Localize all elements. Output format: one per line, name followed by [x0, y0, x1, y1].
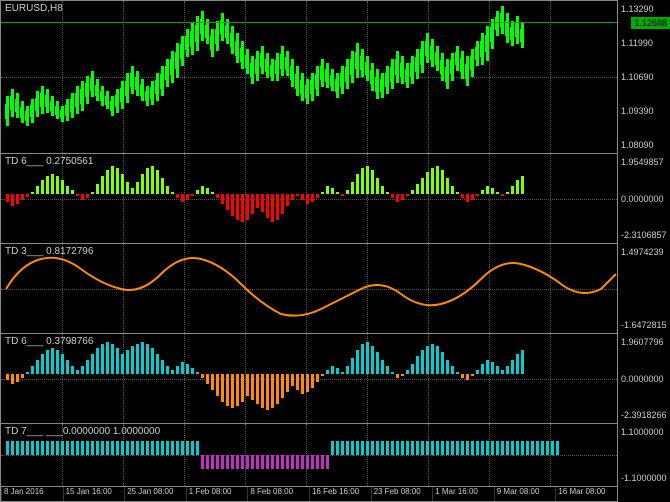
time-tick: 8 Feb 08:00 [247, 487, 309, 501]
td6a-label: TD 6___ 0.2750561 [5, 156, 93, 167]
time-tick: 15 Jan 16:00 [63, 487, 125, 501]
time-axis: 8 Jan 201615 Jan 16:0025 Jan 08:001 Feb … [0, 486, 618, 502]
time-tick: 8 Jan 2016 [1, 487, 63, 501]
td7-panel[interactable]: TD 7___ ___0.0000000 1.0000000 1.1000000… [0, 423, 618, 487]
time-tick: 16 Mar 08:00 [555, 487, 617, 501]
price-panel[interactable]: EURUSD,H8 1.13290 1.11990 1.10690 1.0939… [0, 0, 618, 154]
td6a-yaxis: 1.9549857 0.0000000 -2.3106857 [619, 154, 669, 243]
symbol-label: EURUSD,H8 [5, 3, 63, 14]
time-tick: 23 Feb 08:00 [371, 487, 433, 501]
td6b-label: TD 6___ 0.3798766 [5, 336, 93, 347]
td6a-panel[interactable]: TD 6___ 0.2750561 1.9549857 0.0000000 -2… [0, 153, 618, 244]
td3-label: TD 3___ 0.8172796 [5, 246, 93, 257]
td7-label: TD 7___ ___0.0000000 1.0000000 [5, 426, 160, 437]
td6b-yaxis: 1.9607796 0.0000000 -2.3918266 [619, 334, 669, 423]
time-tick: 25 Jan 08:00 [124, 487, 186, 501]
chart-container: EURUSD,H8 1.13290 1.11990 1.10690 1.0939… [0, 0, 670, 502]
time-tick: 16 Feb 16:00 [309, 487, 371, 501]
td3-line [1, 244, 617, 333]
time-tick: 1 Feb 08:00 [186, 487, 248, 501]
td3-yaxis: 1.4974239 -1.6472815 [619, 244, 669, 333]
price-tag: 1.12688 [631, 17, 670, 29]
time-tick: 1 Mar 16:00 [432, 487, 494, 501]
time-tick: 9 Mar 08:00 [494, 487, 556, 501]
td6b-panel[interactable]: TD 6___ 0.3798766 1.9607796 0.0000000 -2… [0, 333, 618, 424]
td3-panel[interactable]: TD 3___ 0.8172796 1.4974239 -1.6472815 [0, 243, 618, 334]
td7-yaxis: 1.1000000 -1.1000000 [619, 424, 669, 486]
